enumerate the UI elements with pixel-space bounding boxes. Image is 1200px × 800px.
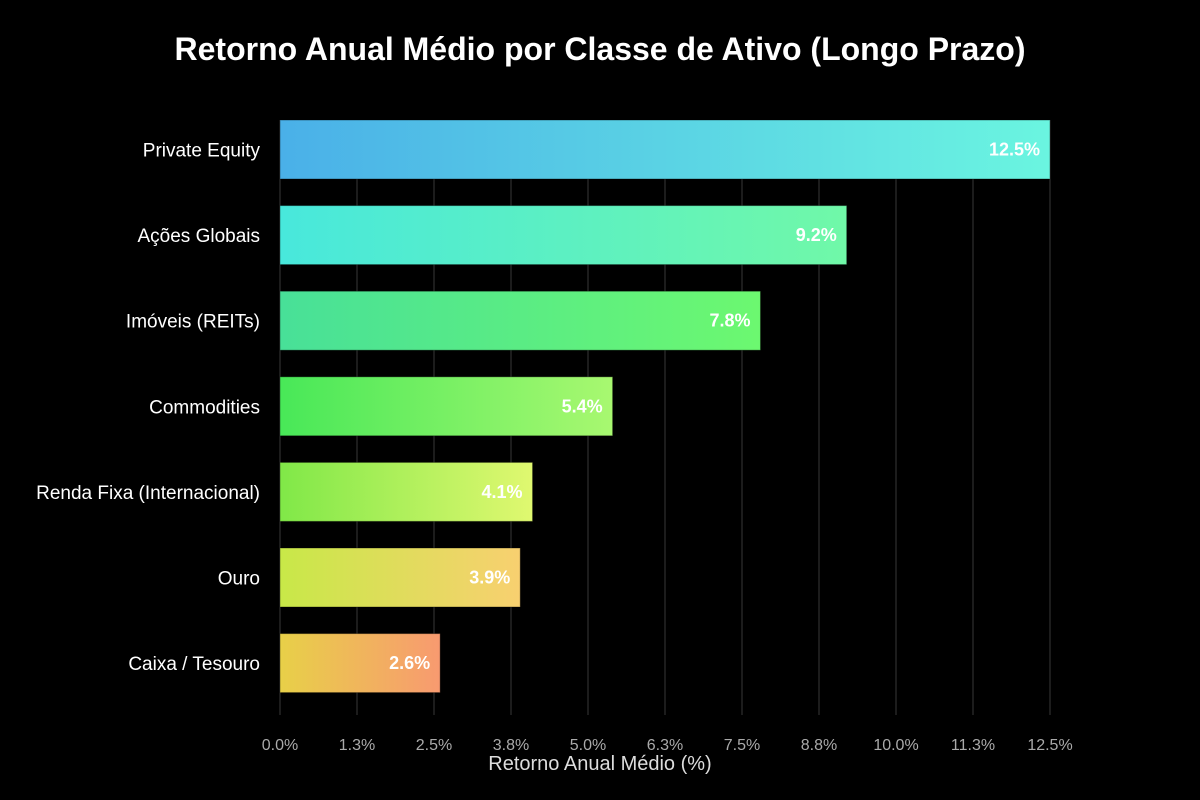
category-labels: Private Equity Ações Globais Imóveis (REIT… bbox=[36, 141, 260, 676]
x-tick-label: 1.3% bbox=[339, 737, 375, 754]
x-tick-label: 0.0% bbox=[262, 737, 298, 754]
x-tick-label: 5.0% bbox=[570, 737, 606, 754]
x-tick-label: 6.3% bbox=[647, 737, 683, 754]
data-label: 4.1% bbox=[482, 482, 523, 502]
category-label: Caixa / Tesouro bbox=[128, 654, 260, 675]
data-label: 9.2% bbox=[796, 225, 837, 245]
bar[interactable] bbox=[279, 376, 614, 437]
data-label: 7.8% bbox=[709, 311, 750, 331]
data-label: 3.9% bbox=[469, 568, 510, 588]
bars: 12.5% 9.2% 7.8% 5.4% 4.1% 3.9% 2.6% bbox=[279, 119, 1051, 694]
category-label: Private Equity bbox=[143, 141, 261, 162]
category-label: Imóveis (REITs) bbox=[126, 312, 260, 333]
category-label: Renda Fixa (Internacional) bbox=[36, 483, 260, 504]
x-tick-label: 12.5% bbox=[1027, 737, 1072, 754]
x-tick-label: 3.8% bbox=[493, 737, 529, 754]
data-label: 2.6% bbox=[389, 653, 430, 673]
category-label: Ações Globais bbox=[137, 226, 260, 247]
x-tick-label: 11.3% bbox=[951, 737, 995, 754]
category-label: Commodities bbox=[149, 397, 260, 418]
x-tick-label: 2.5% bbox=[416, 737, 452, 754]
bar[interactable] bbox=[279, 461, 534, 522]
x-tick-labels: 0.0% 1.3% 2.5% 3.8% 5.0% 6.3% 7.5% 8.8% 10.0% 11.… bbox=[262, 737, 1073, 754]
x-axis-label: Retorno Anual Médio (%) bbox=[488, 753, 711, 775]
bar[interactable] bbox=[279, 290, 761, 351]
x-tick-label: 7.5% bbox=[724, 737, 760, 754]
data-label: 12.5% bbox=[989, 140, 1040, 160]
x-tick-label: 10.0% bbox=[873, 737, 918, 754]
bar[interactable] bbox=[279, 205, 848, 266]
chart-title: Retorno Anual Médio por Classe de Ativo … bbox=[175, 31, 1026, 67]
category-label: Ouro bbox=[218, 569, 260, 590]
bar[interactable] bbox=[279, 633, 441, 694]
bar[interactable] bbox=[279, 119, 1051, 180]
x-tick-label: 8.8% bbox=[801, 737, 837, 754]
data-label: 5.4% bbox=[562, 396, 603, 416]
bar[interactable] bbox=[279, 547, 521, 608]
